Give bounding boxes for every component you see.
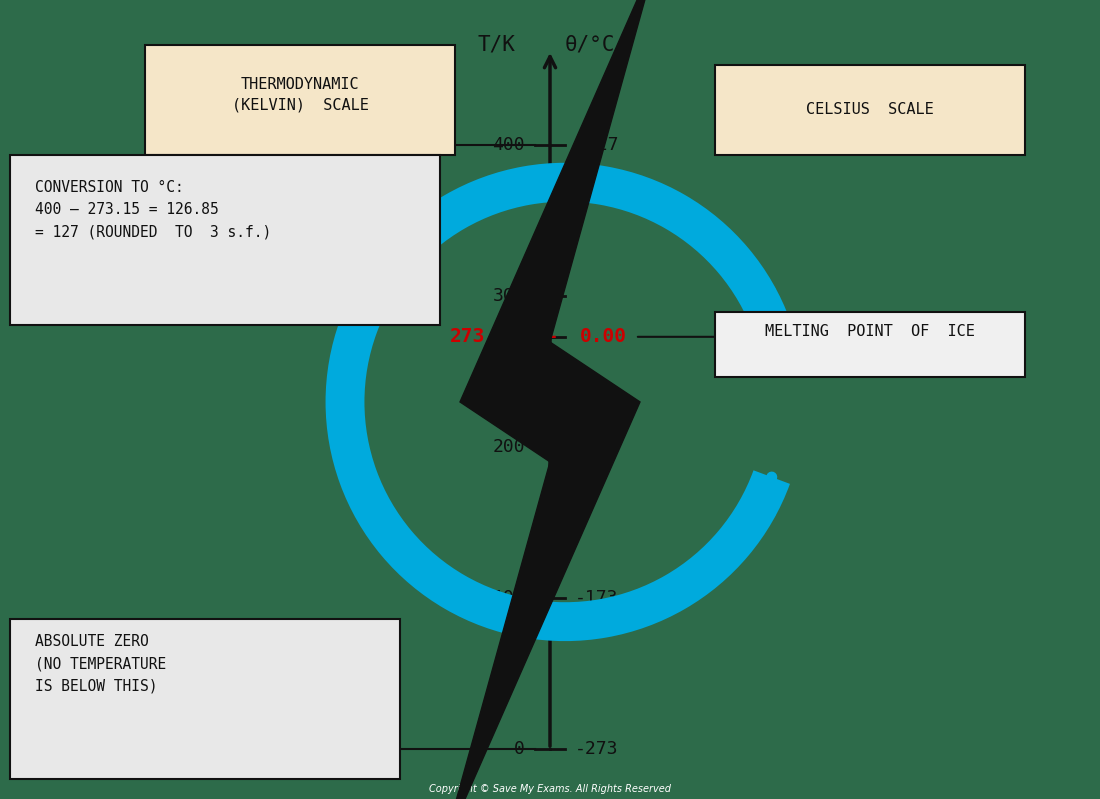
- Text: 273.15: 273.15: [450, 328, 520, 346]
- FancyBboxPatch shape: [715, 312, 1025, 377]
- Text: —: —: [544, 328, 556, 346]
- Text: THERMODYNAMIC
(KELVIN)  SCALE: THERMODYNAMIC (KELVIN) SCALE: [232, 77, 368, 113]
- FancyBboxPatch shape: [10, 619, 400, 779]
- Polygon shape: [442, 0, 658, 799]
- Text: 200: 200: [493, 438, 525, 456]
- Text: -173: -173: [575, 589, 618, 607]
- FancyBboxPatch shape: [10, 155, 440, 324]
- Text: CELSIUS  SCALE: CELSIUS SCALE: [806, 102, 934, 117]
- FancyBboxPatch shape: [145, 45, 455, 155]
- Text: θ/°C: θ/°C: [565, 35, 616, 55]
- Text: T/K: T/K: [477, 35, 515, 55]
- Text: 0.00: 0.00: [580, 328, 627, 346]
- Text: 400: 400: [493, 137, 525, 154]
- Text: CONVERSION TO °C:
400 – 273.15 = 126.85
= 127 (ROUNDED  TO  3 s.f.): CONVERSION TO °C: 400 – 273.15 = 126.85 …: [35, 180, 272, 239]
- Text: MELTING  POINT  OF  ICE: MELTING POINT OF ICE: [766, 324, 975, 340]
- Text: -273: -273: [575, 740, 618, 758]
- Text: -73: -73: [575, 438, 607, 456]
- FancyBboxPatch shape: [715, 65, 1025, 155]
- Text: 0: 0: [514, 740, 525, 758]
- Text: ABSOLUTE ZERO
(NO TEMPERATURE
IS BELOW THIS): ABSOLUTE ZERO (NO TEMPERATURE IS BELOW T…: [35, 634, 166, 694]
- Text: Copyright © Save My Exams. All Rights Reserved: Copyright © Save My Exams. All Rights Re…: [429, 784, 671, 794]
- Text: 100: 100: [493, 589, 525, 607]
- Text: +127: +127: [575, 137, 618, 154]
- Text: 300: 300: [493, 288, 525, 305]
